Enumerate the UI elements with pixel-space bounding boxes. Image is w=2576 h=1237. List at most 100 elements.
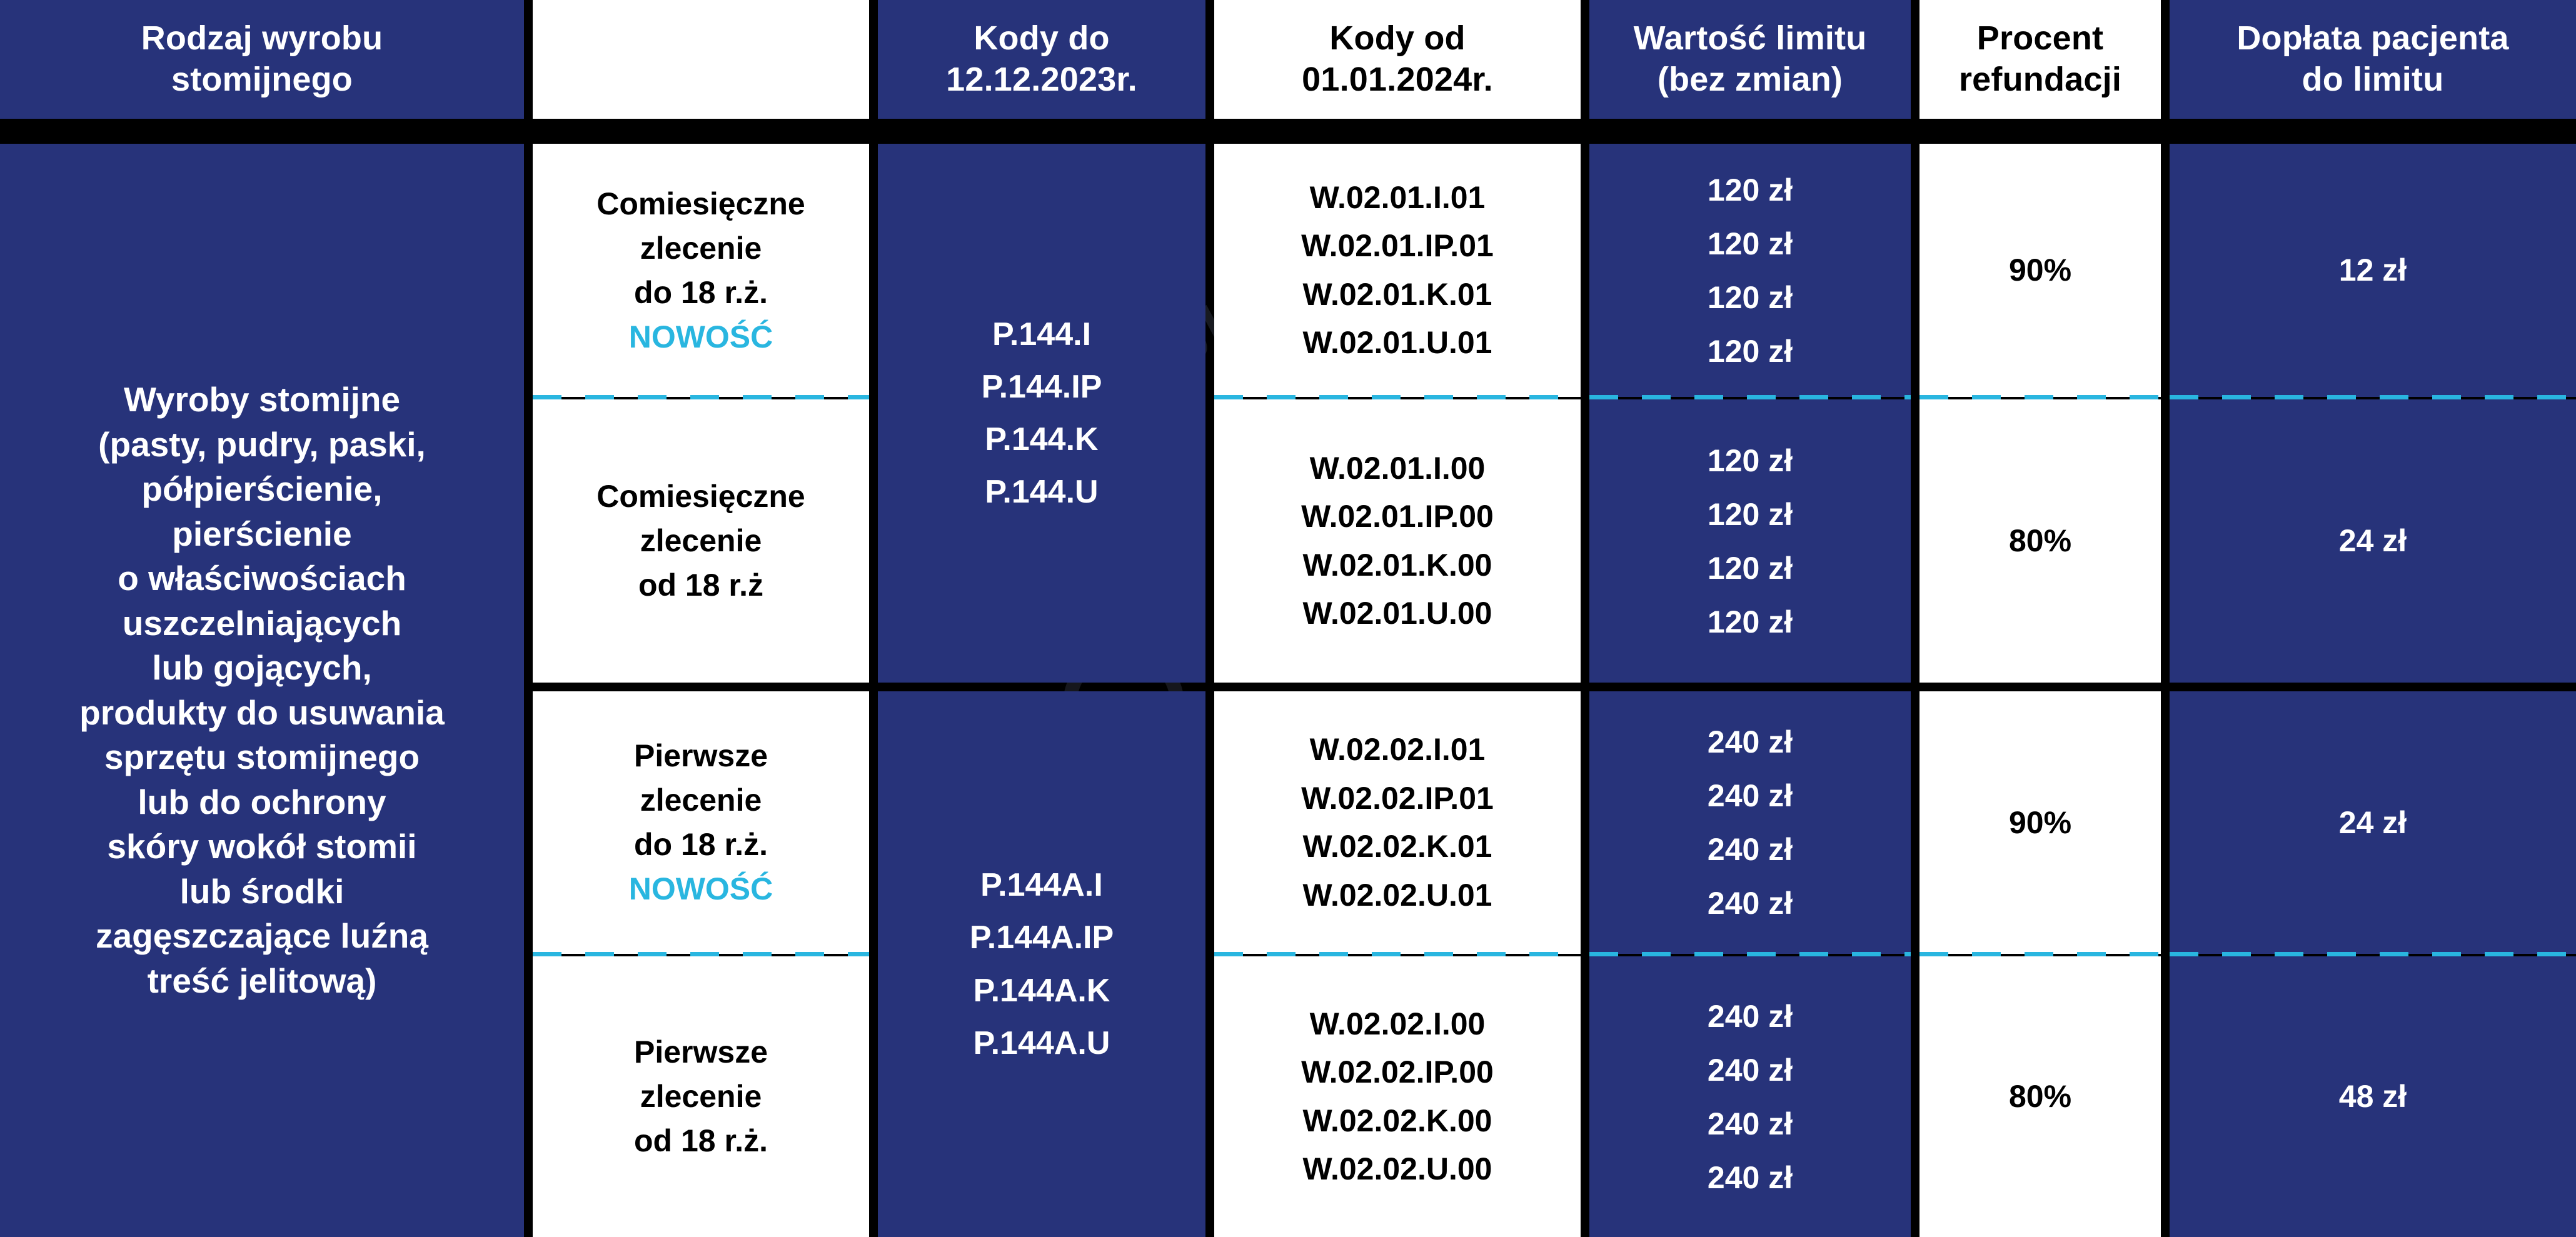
- row-divider-dashed: [2170, 952, 2576, 956]
- new-code: W.02.01.K.00: [1302, 547, 1492, 583]
- patient-payment-value: 24 zł: [2338, 804, 2407, 840]
- header-line: Procent: [1976, 19, 2104, 58]
- old-code: P.144.U: [985, 474, 1099, 511]
- new-code: W.02.02.IP.01: [1301, 780, 1494, 816]
- product-line: lub do ochrony: [138, 782, 386, 821]
- new-codes-cell-g1r1: W.02.01.I.01 W.02.01.IP.01 W.02.01.K.01 …: [1214, 144, 1581, 397]
- refund-percent-value: 90%: [2008, 804, 2072, 840]
- product-line: sprzętu stomijnego: [104, 738, 420, 776]
- patient-payment-value: 12 zł: [2338, 253, 2407, 288]
- new-code: W.02.02.K.00: [1302, 1103, 1492, 1138]
- patient-payment-cell-g1r1: 12 zł: [2170, 144, 2576, 397]
- header-line: Dopłata pacjenta: [2236, 19, 2509, 58]
- order-type-line: zlecenie: [640, 1079, 762, 1114]
- header-col-patient-payment: Dopłata pacjenta do limitu: [2170, 0, 2576, 119]
- order-type-cell-g1r2: Comiesięczne zlecenie od 18 r.ż: [533, 399, 869, 683]
- header-line: 12.12.2023r.: [946, 61, 1137, 98]
- new-code: W.02.01.IP.00: [1301, 499, 1494, 534]
- old-code: P.144.IP: [981, 368, 1102, 405]
- limit-value: 240 zł: [1707, 832, 1793, 867]
- old-code: P.144.K: [985, 421, 1099, 458]
- row-divider-dashed: [533, 952, 869, 956]
- header-line: Wartość limitu: [1633, 19, 1867, 58]
- limit-value: 120 zł: [1707, 604, 1793, 639]
- limit-value: 240 zł: [1707, 778, 1793, 813]
- row-divider-dashed: [1214, 395, 1581, 399]
- refund-percent-value: 80%: [2008, 523, 2072, 558]
- product-line: zagęszczające luźną: [96, 916, 428, 955]
- new-code: W.02.01.K.01: [1302, 276, 1492, 312]
- header-line: Kody do: [974, 19, 1110, 58]
- product-line: (pasty, pudry, paski,: [98, 424, 426, 464]
- novelty-badge: NOWOŚĆ: [628, 871, 773, 906]
- product-line: lub gojących,: [152, 648, 372, 687]
- new-code: W.02.02.I.00: [1309, 1006, 1486, 1041]
- product-line: półpierścienie,: [141, 469, 383, 508]
- refund-percent-value: 80%: [2008, 1079, 2072, 1114]
- order-type-line: do 18 r.ż.: [634, 827, 768, 862]
- new-code: W.02.02.I.01: [1309, 732, 1486, 767]
- order-type-line: zlecenie: [640, 783, 762, 818]
- order-type-line: Comiesięczne: [596, 186, 805, 221]
- limit-value: 240 zł: [1707, 1052, 1793, 1088]
- novelty-badge: NOWOŚĆ: [628, 319, 773, 354]
- new-code: W.02.02.IP.00: [1301, 1054, 1494, 1089]
- new-code: W.02.01.U.01: [1302, 325, 1492, 360]
- limit-value: 240 zł: [1707, 724, 1793, 759]
- old-code: P.144A.I: [980, 867, 1103, 904]
- limit-value: 120 zł: [1707, 226, 1793, 261]
- old-codes-cell-group-1: P.144.I P.144.IP P.144.K P.144.U: [878, 144, 1205, 683]
- header-col-limit-value: Wartość limitu (bez zmian): [1589, 0, 1911, 119]
- order-type-line: do 18 r.ż.: [634, 274, 768, 310]
- header-col-order-type: [533, 0, 869, 119]
- limit-value: 120 zł: [1707, 333, 1793, 369]
- row-divider-dashed: [1589, 395, 1911, 399]
- limit-value: 120 zł: [1707, 443, 1793, 478]
- limit-value: 120 zł: [1707, 550, 1793, 586]
- header-line: 01.01.2024r.: [1302, 61, 1493, 98]
- new-code: W.02.02.U.00: [1302, 1151, 1492, 1186]
- header-line: Rodzaj wyrobu: [141, 19, 383, 58]
- refund-percent-cell-g2r1: 90%: [1919, 691, 2161, 954]
- header-col-refund-percent: Procent refundacji: [1919, 0, 2161, 119]
- new-codes-cell-g2r2: W.02.02.I.00 W.02.02.IP.00 W.02.02.K.00 …: [1214, 956, 1581, 1237]
- product-line: treść jelitową): [147, 961, 377, 1000]
- old-code: P.144A.IP: [969, 919, 1114, 956]
- order-type-cell-g2r2: Pierwsze zlecenie od 18 r.ż.: [533, 956, 869, 1237]
- refund-percent-cell-g1r1: 90%: [1919, 144, 2161, 397]
- refund-percent-cell-g1r2: 80%: [1919, 399, 2161, 683]
- product-line: Wyroby stomijne: [123, 380, 401, 419]
- new-code: W.02.01.I.00: [1309, 450, 1486, 486]
- limit-value: 240 zł: [1707, 998, 1793, 1034]
- product-line: lub środki: [179, 871, 345, 911]
- refund-percent-value: 90%: [2008, 253, 2072, 288]
- patient-payment-cell-g2r2: 48 zł: [2170, 956, 2576, 1237]
- old-code: P.144.I: [992, 316, 1092, 353]
- order-type-cell-g1r1: Comiesięczne zlecenie do 18 r.ż. NOWOŚĆ: [533, 144, 869, 397]
- header-line: Kody od: [1329, 19, 1466, 58]
- header-line: do limitu: [2302, 61, 2444, 98]
- order-type-line: Pierwsze: [633, 738, 768, 773]
- patient-payment-value: 24 zł: [2338, 523, 2407, 558]
- header-line: refundacji: [1958, 61, 2122, 98]
- order-type-line: Pierwsze: [633, 1034, 768, 1069]
- order-type-line: od 18 r.ż: [638, 568, 764, 603]
- limit-cell-g1r1: 120 zł 120 zł 120 zł 120 zł: [1589, 144, 1911, 397]
- row-divider-dashed: [2170, 395, 2576, 399]
- header-line: (bez zmian): [1657, 61, 1843, 98]
- old-code: P.144A.K: [973, 972, 1110, 1009]
- header-col-old-codes: Kody do 12.12.2023r.: [878, 0, 1205, 119]
- limit-value: 120 zł: [1707, 172, 1793, 208]
- new-code: W.02.02.U.01: [1302, 877, 1492, 913]
- row-divider-dashed: [533, 395, 869, 399]
- new-code: W.02.02.K.01: [1302, 829, 1492, 864]
- patient-payment-value: 48 zł: [2338, 1079, 2407, 1114]
- row-divider-dashed: [1589, 952, 1911, 956]
- limit-value: 120 zł: [1707, 496, 1793, 532]
- new-codes-cell-g1r2: W.02.01.I.00 W.02.01.IP.00 W.02.01.K.00 …: [1214, 399, 1581, 683]
- new-codes-cell-g2r1: W.02.02.I.01 W.02.02.IP.01 W.02.02.K.01 …: [1214, 691, 1581, 954]
- product-line: produkty do usuwania: [79, 693, 445, 732]
- order-type-line: od 18 r.ż.: [634, 1123, 768, 1158]
- limit-value: 240 zł: [1707, 886, 1793, 921]
